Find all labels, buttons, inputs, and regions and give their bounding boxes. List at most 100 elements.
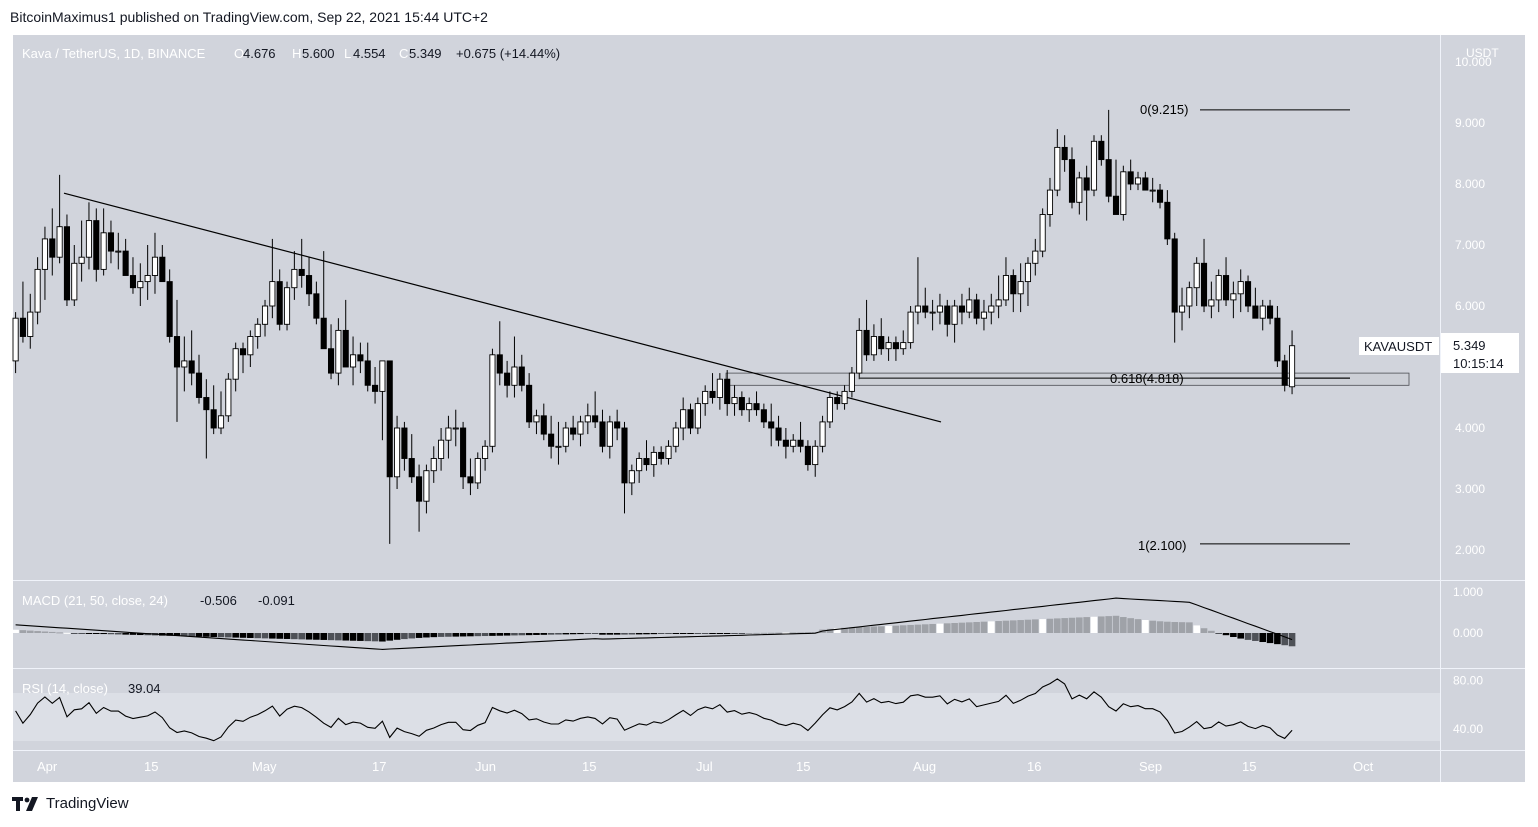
candle-down bbox=[518, 366, 525, 386]
candle-down bbox=[408, 458, 415, 478]
candle-down bbox=[797, 439, 804, 447]
macd-histogram-bar bbox=[606, 633, 614, 635]
candle-up bbox=[1024, 262, 1032, 283]
macd-histogram-bar bbox=[137, 633, 144, 636]
symbol-tag-bg bbox=[1359, 337, 1439, 355]
candle-down bbox=[709, 390, 716, 398]
open-key: O bbox=[234, 46, 244, 61]
macd-histogram-bar bbox=[635, 633, 643, 635]
candle-down bbox=[107, 232, 115, 252]
macd-histogram-bar bbox=[804, 632, 812, 634]
macd-histogram-bar bbox=[709, 633, 716, 634]
price-tick-label: 10.000 bbox=[1455, 55, 1492, 69]
price-tick-label: 3.000 bbox=[1455, 482, 1485, 496]
macd-histogram-bar bbox=[166, 633, 173, 636]
macd-histogram-bar bbox=[1083, 617, 1090, 633]
candle-up bbox=[1178, 305, 1186, 313]
candle-up bbox=[1032, 250, 1039, 264]
candle-down bbox=[19, 317, 26, 337]
rsi-tick-label: 40.00 bbox=[1453, 722, 1483, 736]
candle-up bbox=[966, 299, 973, 313]
high-key: H bbox=[292, 46, 301, 61]
candle-down bbox=[357, 354, 364, 362]
macd-histogram-bar bbox=[870, 626, 878, 633]
candle-up bbox=[929, 311, 936, 314]
candle-up bbox=[1215, 275, 1222, 301]
macd-histogram-bar bbox=[26, 630, 34, 633]
candle-up bbox=[85, 220, 93, 258]
time-tick-label: 17 bbox=[372, 759, 386, 774]
macd-histogram-bar bbox=[70, 633, 78, 634]
macd-histogram-bar bbox=[643, 633, 650, 635]
candle-down bbox=[93, 220, 100, 270]
candle-up bbox=[34, 268, 41, 313]
macd-histogram-bar bbox=[540, 633, 548, 635]
macd-histogram-bar bbox=[459, 633, 467, 637]
candle-up bbox=[665, 445, 672, 459]
price-chart[interactable]: USDT 10.000 9.000 8.000 7.000 6.000 4.000 3.00… bbox=[0, 0, 1538, 790]
candle-up bbox=[283, 287, 291, 325]
candle-up bbox=[1237, 281, 1244, 295]
price-tick-label: 7.000 bbox=[1455, 238, 1485, 252]
tradingview-brand: TradingView bbox=[46, 795, 129, 812]
candle-up bbox=[1259, 305, 1266, 319]
macd-histogram-bar bbox=[855, 626, 863, 633]
candle-up bbox=[247, 336, 254, 356]
macd-histogram-bar bbox=[445, 633, 452, 637]
candle-down bbox=[504, 372, 511, 386]
macd-histogram-bar bbox=[320, 633, 328, 640]
macd-histogram-bar bbox=[672, 633, 680, 634]
macd-histogram-bar bbox=[929, 623, 936, 633]
candle-down bbox=[1222, 275, 1230, 301]
macd-histogram-bar bbox=[577, 633, 584, 635]
candle-down bbox=[614, 421, 621, 429]
candle-down bbox=[298, 268, 305, 276]
candle-up bbox=[907, 311, 914, 344]
macd-value: -0.506 bbox=[200, 593, 237, 608]
candle-down bbox=[210, 409, 217, 429]
price-axis-bg bbox=[1441, 35, 1525, 750]
macd-title: MACD (21, 50, close, 24) bbox=[22, 593, 168, 608]
tradingview-footer[interactable]: TradingView bbox=[12, 795, 129, 812]
candle-up bbox=[482, 445, 489, 459]
candle-up bbox=[951, 305, 958, 325]
symbol-tag: KAVAUSDT bbox=[1364, 339, 1432, 354]
macd-histogram-bar bbox=[980, 621, 988, 633]
candle-up bbox=[790, 439, 797, 447]
rsi-tick-label: 80.00 bbox=[1453, 674, 1483, 688]
macd-histogram-bar bbox=[129, 633, 137, 635]
macd-histogram-bar bbox=[342, 633, 350, 641]
candle-down bbox=[922, 305, 929, 313]
candle-up bbox=[511, 366, 518, 386]
macd-histogram-bar bbox=[958, 622, 966, 633]
macd-histogram-bar bbox=[1252, 633, 1259, 641]
macd-histogram-bar bbox=[599, 633, 606, 635]
candle-down bbox=[724, 378, 731, 405]
macd-histogram-bar bbox=[591, 633, 599, 634]
candle-up bbox=[261, 305, 269, 325]
macd-histogram-bar bbox=[1208, 630, 1215, 633]
macd-histogram-bar bbox=[269, 633, 276, 639]
candle-down bbox=[320, 317, 327, 350]
time-tick-label: Oct bbox=[1353, 759, 1374, 774]
candle-up bbox=[694, 403, 701, 429]
candle-up bbox=[379, 360, 386, 392]
candle-up bbox=[628, 470, 635, 484]
macd-histogram-bar bbox=[78, 633, 85, 634]
candle-up bbox=[995, 299, 1002, 307]
macd-histogram-bar bbox=[63, 632, 71, 634]
macd-histogram-bar bbox=[687, 633, 694, 634]
macd-histogram-bar bbox=[584, 633, 592, 634]
macd-tick-label: 1.000 bbox=[1453, 585, 1483, 599]
candlestick-series bbox=[12, 109, 1296, 544]
macd-histogram-bar bbox=[716, 633, 724, 634]
macd-histogram-bar bbox=[56, 632, 63, 634]
macd-indicator bbox=[12, 597, 1296, 650]
macd-histogram-bar bbox=[379, 633, 386, 642]
candle-down bbox=[643, 458, 650, 466]
candle-down bbox=[195, 372, 203, 398]
candle-up bbox=[577, 421, 584, 435]
macd-histogram-bar bbox=[511, 633, 518, 636]
low-value: 4.554 bbox=[353, 46, 386, 61]
close-value: 5.349 bbox=[409, 46, 442, 61]
